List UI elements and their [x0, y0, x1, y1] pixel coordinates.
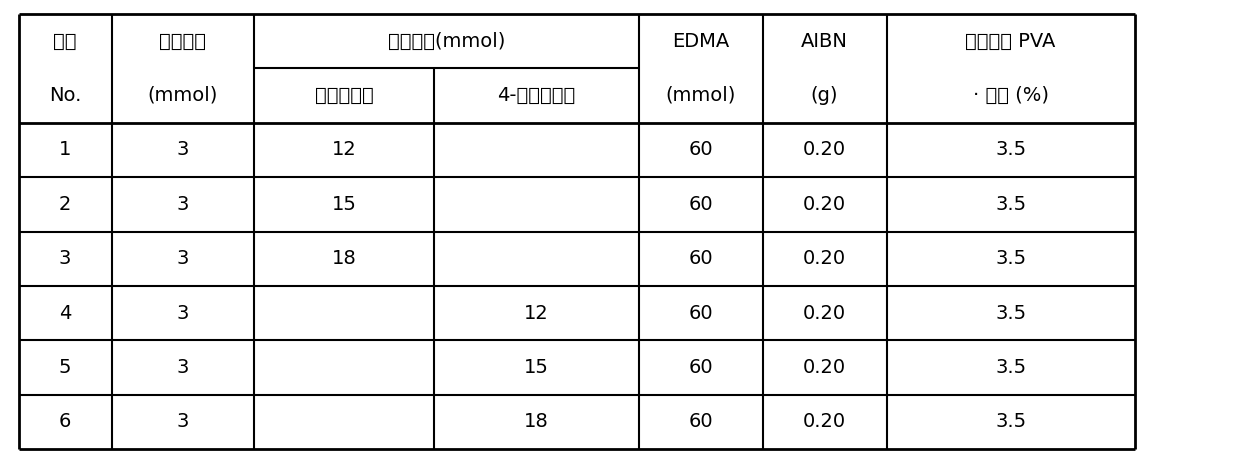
Text: 4-乙烯基吡啶: 4-乙烯基吡啶 [497, 86, 575, 105]
Text: (mmol): (mmol) [148, 86, 218, 105]
Text: 60: 60 [688, 304, 713, 323]
Text: 60: 60 [688, 195, 713, 214]
Text: 60: 60 [688, 249, 713, 268]
Text: 3.5: 3.5 [994, 249, 1027, 268]
Text: 0.20: 0.20 [804, 195, 846, 214]
Text: 3: 3 [177, 249, 188, 268]
Text: 5: 5 [58, 358, 72, 377]
Text: 4: 4 [60, 304, 71, 323]
Text: 15: 15 [523, 358, 549, 377]
Text: 模板分子: 模板分子 [160, 31, 206, 50]
Text: 2: 2 [60, 195, 71, 214]
Text: 18: 18 [332, 249, 356, 268]
Text: 60: 60 [688, 413, 713, 432]
Text: 0.20: 0.20 [804, 358, 846, 377]
Text: 3: 3 [177, 304, 188, 323]
Text: 3.5: 3.5 [994, 358, 1027, 377]
Text: (mmol): (mmol) [666, 86, 735, 105]
Text: 60: 60 [688, 140, 713, 159]
Text: (g): (g) [811, 86, 838, 105]
Text: 3.5: 3.5 [994, 413, 1027, 432]
Text: 0.20: 0.20 [804, 140, 846, 159]
Text: 序号: 序号 [53, 31, 77, 50]
Text: 6: 6 [60, 413, 71, 432]
Text: 15: 15 [331, 195, 357, 214]
Text: 3: 3 [177, 358, 188, 377]
Text: 12: 12 [332, 140, 356, 159]
Text: 0.20: 0.20 [804, 413, 846, 432]
Text: 甲基丙烯酸: 甲基丙烯酸 [315, 86, 373, 105]
Text: 3: 3 [60, 249, 71, 268]
Text: 60: 60 [688, 358, 713, 377]
Text: 1: 1 [60, 140, 71, 159]
Text: No.: No. [48, 86, 82, 105]
Text: 3.5: 3.5 [994, 304, 1027, 323]
Text: 18: 18 [525, 413, 548, 432]
Text: · 浓度 (%): · 浓度 (%) [972, 86, 1049, 105]
Text: 0.20: 0.20 [804, 249, 846, 268]
Text: 3.5: 3.5 [994, 195, 1027, 214]
Text: 3: 3 [177, 195, 188, 214]
Text: 连续相中 PVA: 连续相中 PVA [966, 31, 1055, 50]
Text: 3: 3 [177, 413, 188, 432]
Text: 3.5: 3.5 [994, 140, 1027, 159]
Text: EDMA: EDMA [672, 31, 729, 50]
Text: 3: 3 [177, 140, 188, 159]
Text: AIBN: AIBN [801, 31, 848, 50]
Text: 0.20: 0.20 [804, 304, 846, 323]
Text: 12: 12 [525, 304, 548, 323]
Text: 功能单体(mmol): 功能单体(mmol) [388, 31, 505, 50]
